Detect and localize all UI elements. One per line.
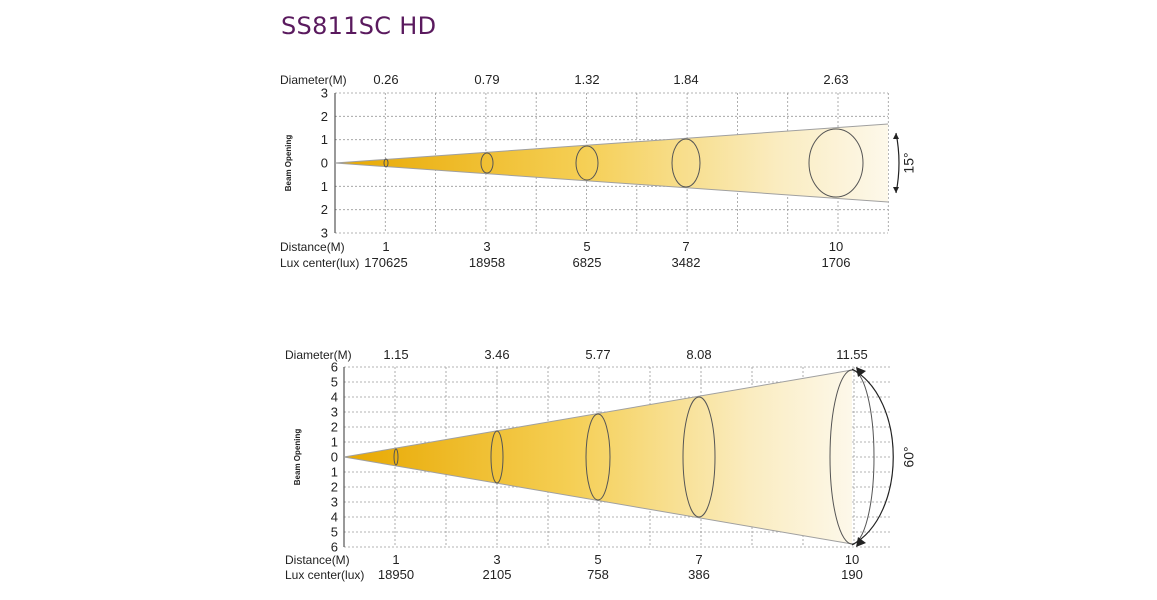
diameter-value: 8.08: [686, 347, 711, 362]
angle-arc: [895, 132, 900, 194]
y-tick-label: 2: [331, 480, 338, 495]
diameter-label: Diameter(M): [280, 73, 347, 87]
y-tick-label: 5: [331, 375, 338, 390]
y-tick-label: 2: [331, 420, 338, 435]
diameter-value: 11.55: [836, 347, 868, 362]
diameter-value: 0.26: [373, 72, 398, 87]
y-tick-label: 6: [331, 540, 338, 555]
beam-section-ellipse: [671, 138, 701, 188]
y-tick-label: 5: [331, 525, 338, 540]
page-title: SS811SC HD: [281, 12, 437, 40]
y-tick-label: 1: [321, 179, 328, 194]
lux-value: 758: [587, 567, 609, 582]
diameter-value: 1.84: [673, 72, 698, 87]
arrow-head: [893, 187, 899, 193]
y-tick-label: 2: [321, 202, 328, 217]
beam-section-ellipse: [585, 413, 611, 501]
y-tick-label: 3: [321, 86, 328, 101]
diameter-value: 3.46: [484, 347, 509, 362]
diameter-value: 1.15: [383, 347, 408, 362]
distance-value: 1: [382, 239, 389, 254]
lux-label: Lux center(lux): [285, 568, 364, 582]
beam-section-ellipse: [682, 396, 716, 518]
lux-value: 2105: [483, 567, 512, 582]
lux-value: 6825: [573, 255, 602, 270]
beam-section-ellipse: [490, 430, 504, 484]
y-tick-label: 4: [331, 390, 338, 405]
y-tick-label: 0: [321, 156, 328, 171]
diameter-value: 0.79: [474, 72, 499, 87]
lux-value: 3482: [672, 255, 701, 270]
beam-section-ellipse: [480, 152, 494, 174]
y-tick-label: 3: [331, 495, 338, 510]
distance-value: 10: [845, 552, 859, 567]
distance-value: 10: [829, 239, 843, 254]
beam-cone: [344, 370, 852, 544]
diameter-value: 2.63: [823, 72, 848, 87]
y-axis-label: Beam Opening: [284, 135, 293, 192]
arrow-head: [856, 537, 866, 547]
lux-value: 170625: [364, 255, 407, 270]
distance-label: Distance(M): [285, 553, 350, 567]
lux-value: 386: [688, 567, 710, 582]
beam-cone: [335, 124, 888, 202]
beam-section-ellipse: [829, 369, 875, 545]
y-tick-label: 1: [331, 435, 338, 450]
lux-value: 18950: [378, 567, 414, 582]
y-tick-label: 3: [321, 226, 328, 241]
lux-value: 18958: [469, 255, 505, 270]
beam-section-ellipse: [383, 158, 389, 168]
beam-edge-bottom: [334, 162, 889, 203]
beam-edge-top: [334, 123, 889, 164]
arrow-head: [856, 367, 866, 377]
distance-value: 3: [493, 552, 500, 567]
lux-value: 1706: [822, 255, 851, 270]
diameter-value: 5.77: [585, 347, 610, 362]
beam-section-ellipse: [575, 145, 599, 181]
distance-value: 1: [392, 552, 399, 567]
lux-label: Lux center(lux): [280, 256, 359, 270]
y-tick-label: 2: [321, 109, 328, 124]
y-tick-label: 6: [331, 360, 338, 375]
y-tick-label: 1: [331, 465, 338, 480]
y-tick-label: 0: [331, 450, 338, 465]
diameter-label: Diameter(M): [285, 348, 352, 362]
y-axis-label: Beam Opening: [293, 429, 302, 486]
beam-angle-label: 15°: [901, 152, 917, 173]
distance-value: 5: [594, 552, 601, 567]
lux-value: 190: [841, 567, 863, 582]
distance-value: 7: [682, 239, 689, 254]
arrow-head: [893, 133, 899, 139]
distance-label: Distance(M): [280, 240, 345, 254]
y-tick-label: 4: [331, 510, 338, 525]
diameter-value: 1.32: [574, 72, 599, 87]
beam-angle-label: 60°: [901, 446, 917, 467]
angle-arc: [851, 368, 894, 546]
y-tick-label: 1: [321, 132, 328, 147]
distance-value: 5: [583, 239, 590, 254]
distance-value: 7: [695, 552, 702, 567]
beam-section-ellipse: [393, 448, 399, 466]
distance-value: 3: [483, 239, 490, 254]
beam-section-ellipse: [808, 128, 864, 198]
y-tick-label: 3: [331, 405, 338, 420]
